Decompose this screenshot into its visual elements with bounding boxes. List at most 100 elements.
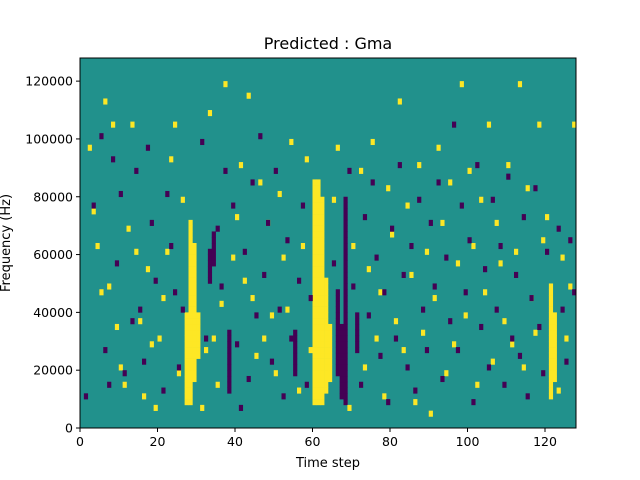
heatmap-cell-high (316, 196, 321, 203)
heatmap-cell-high (316, 364, 321, 371)
heatmap-cell-low (227, 347, 232, 354)
heatmap-cell-high (324, 335, 329, 342)
heatmap-cell-high (91, 208, 96, 215)
heatmap-cell-low (568, 237, 573, 244)
heatmap-cell-low (211, 260, 216, 267)
heatmap-cell-high (316, 185, 321, 192)
heatmap-cell-low (343, 243, 348, 250)
heatmap-cell-high (312, 254, 317, 261)
heatmap-cell-high (192, 341, 197, 348)
heatmap-cell-high (397, 98, 402, 105)
heatmap-cell-high (320, 312, 325, 319)
heatmap-cell-low (335, 295, 340, 302)
heatmap-cell-high (320, 289, 325, 296)
heatmap-cell-high (312, 277, 317, 284)
heatmap-cell-low (227, 358, 232, 365)
heatmap-cell-low (424, 347, 430, 354)
heatmap-cell-high (312, 260, 317, 267)
heatmap-cell-high (548, 352, 554, 359)
heatmap-cell-high (328, 347, 333, 354)
heatmap-cell-low (111, 156, 116, 163)
heatmap-cell-high (386, 185, 391, 192)
heatmap-cell-low (467, 237, 472, 244)
heatmap-cell-high (188, 300, 193, 307)
heatmap-cell-high (320, 364, 325, 371)
heatmap-cell-high (320, 208, 325, 215)
heatmap-cell-high (328, 370, 333, 377)
heatmap-cell-low (343, 393, 348, 400)
heatmap-cell-high (316, 318, 321, 325)
x-tick-label: 80 (382, 434, 398, 449)
heatmap-cell-high (126, 225, 131, 232)
heatmap-cell-high (173, 121, 178, 128)
heatmap-cell-low (250, 179, 255, 186)
heatmap-cell-high (545, 214, 550, 221)
heatmap-cell-high (192, 277, 197, 284)
heatmap-cell-low (293, 352, 298, 359)
heatmap-cell-low (242, 248, 247, 255)
heatmap-cell-low (502, 381, 507, 388)
heatmap-cell-low (238, 404, 244, 411)
heatmap-cell-low (165, 190, 170, 198)
heatmap-cell-low (293, 370, 298, 377)
heatmap-cell-high (324, 347, 329, 354)
heatmap-cell-low (475, 162, 480, 169)
heatmap-cell-high (382, 393, 387, 400)
heatmap-cell-high (165, 248, 170, 255)
heatmap-cell-high (192, 266, 197, 273)
heatmap-cell-high (328, 335, 333, 342)
heatmap-cell-high (316, 375, 321, 383)
heatmap-cell-high (316, 254, 321, 261)
heatmap-cell-high (192, 329, 197, 336)
heatmap-cell-low (355, 347, 360, 354)
heatmap-cell-high (192, 364, 197, 371)
heatmap-cell-high (188, 271, 193, 278)
heatmap-cell-high (300, 243, 306, 250)
heatmap-cell-low (339, 323, 344, 331)
heatmap-cell-low (331, 260, 337, 267)
heatmap-cell-high (331, 196, 337, 203)
heatmap-cell-low (335, 300, 340, 307)
heatmap-cell-low (343, 306, 348, 313)
heatmap-cell-high (145, 266, 151, 273)
heatmap-cell-high (320, 393, 325, 400)
heatmap-cell-high (320, 387, 325, 394)
heatmap-cell-high (548, 381, 554, 388)
heatmap-cell-high (320, 254, 325, 261)
heatmap-cell-high (320, 335, 325, 342)
heatmap-cell-high (122, 381, 127, 388)
heatmap-cell-high (316, 352, 321, 359)
heatmap-cell-high (192, 352, 197, 359)
heatmap-cell-high (184, 393, 189, 400)
heatmap-cell-low (207, 260, 213, 267)
heatmap-cell-high (184, 370, 189, 377)
heatmap-cell-high (188, 329, 193, 336)
heatmap-cell-high (184, 399, 189, 406)
heatmap-cell-high (312, 318, 317, 325)
heatmap-cell-low (459, 202, 464, 209)
heatmap-cell-low (207, 248, 213, 255)
heatmap-cell-high (370, 138, 375, 146)
heatmap-cell-high (324, 289, 329, 296)
heatmap-cell-low (118, 190, 123, 198)
heatmap-cell-low (114, 260, 120, 267)
heatmap-cell-high (188, 341, 193, 348)
heatmap-cell-high (192, 347, 197, 354)
heatmap-cell-high (316, 214, 321, 221)
heatmap-cell-high (316, 300, 321, 307)
heatmap-cell-high (552, 329, 557, 336)
heatmap-cell-high (192, 312, 197, 319)
heatmap-cell-high (188, 358, 193, 365)
heatmap-cell-low (207, 254, 213, 261)
heatmap-cell-high (196, 329, 201, 336)
heatmap-cell-low (432, 283, 437, 290)
heatmap-cell-high (312, 208, 317, 215)
heatmap-cell-high (312, 289, 317, 296)
heatmap-cell-high (556, 387, 561, 394)
heatmap-cell-high (312, 202, 317, 209)
heatmap-cell-high (316, 323, 321, 331)
heatmap-cell-low (304, 381, 309, 388)
heatmap-cell-high (192, 283, 197, 290)
heatmap-cell-high (320, 306, 325, 313)
heatmap-cell-low (343, 335, 348, 342)
